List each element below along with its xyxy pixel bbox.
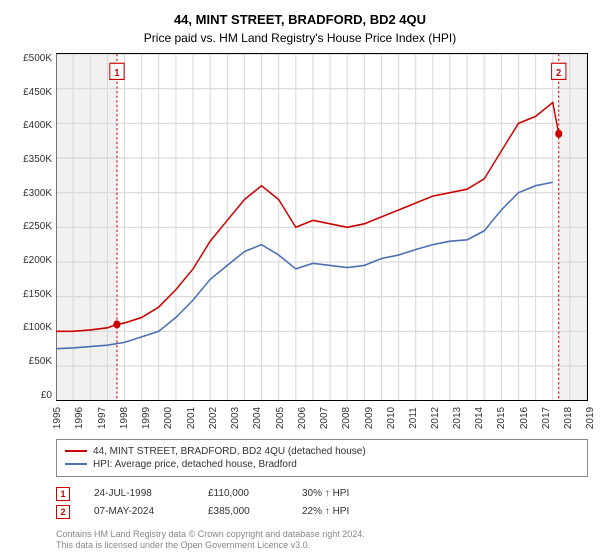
footnote: Contains HM Land Registry data © Crown c…	[56, 529, 588, 552]
sale-diff-1: 30% ↑ HPI	[302, 488, 382, 499]
legend: 44, MINT STREET, BRADFORD, BD2 4QU (deta…	[56, 439, 588, 477]
sale-row-2: 2 07-MAY-2024 £385,000 22% ↑ HPI	[56, 505, 588, 519]
svg-text:1: 1	[114, 67, 120, 79]
x-tick-label: 2019	[585, 407, 600, 429]
y-tick-label: £150K	[12, 289, 52, 300]
y-axis: £500K £450K £400K £350K £300K £250K £200K £150K…	[12, 53, 56, 401]
y-tick-label: £250K	[12, 221, 52, 232]
y-tick-label: £0	[12, 390, 52, 401]
sale-price-2: £385,000	[208, 506, 278, 517]
svg-text:2: 2	[556, 67, 562, 79]
legend-label-subject: 44, MINT STREET, BRADFORD, BD2 4QU (deta…	[93, 446, 366, 457]
legend-swatch-subject	[65, 450, 87, 452]
x-axis: 1995199619971998199920002001200220032004…	[56, 403, 588, 433]
sale-date-1: 24-JUL-1998	[94, 488, 184, 499]
sale-diff-2: 22% ↑ HPI	[302, 506, 382, 517]
plot-svg: 12	[56, 54, 587, 401]
sale-price-1: £110,000	[208, 488, 278, 499]
y-tick-label: £450K	[12, 87, 52, 98]
y-tick-label: £500K	[12, 53, 52, 64]
sale-date-2: 07-MAY-2024	[94, 506, 184, 517]
y-tick-label: £200K	[12, 255, 52, 266]
sales-table: 1 24-JUL-1998 £110,000 30% ↑ HPI 2 07-MA…	[56, 483, 588, 523]
sale-marker-2: 2	[56, 505, 70, 519]
plot-area: 12	[56, 53, 588, 401]
footnote-line-2: This data is licensed under the Open Gov…	[56, 540, 588, 552]
y-tick-label: £400K	[12, 120, 52, 131]
chart-title: 44, MINT STREET, BRADFORD, BD2 4QU	[12, 12, 588, 27]
sale-row-1: 1 24-JUL-1998 £110,000 30% ↑ HPI	[56, 487, 588, 501]
y-tick-label: £300K	[12, 188, 52, 199]
y-tick-label: £100K	[12, 322, 52, 333]
chart-subtitle: Price paid vs. HM Land Registry's House …	[12, 31, 588, 45]
y-tick-label: £50K	[12, 356, 52, 367]
y-tick-label: £350K	[12, 154, 52, 165]
legend-item-subject: 44, MINT STREET, BRADFORD, BD2 4QU (deta…	[65, 446, 579, 457]
legend-swatch-hpi	[65, 463, 87, 465]
chart-container: 44, MINT STREET, BRADFORD, BD2 4QU Price…	[0, 0, 600, 560]
sale-marker-1: 1	[56, 487, 70, 501]
legend-item-hpi: HPI: Average price, detached house, Brad…	[65, 459, 579, 470]
footnote-line-1: Contains HM Land Registry data © Crown c…	[56, 529, 588, 541]
legend-label-hpi: HPI: Average price, detached house, Brad…	[93, 459, 297, 470]
chart-body: £500K £450K £400K £350K £300K £250K £200K £150K…	[12, 53, 588, 401]
